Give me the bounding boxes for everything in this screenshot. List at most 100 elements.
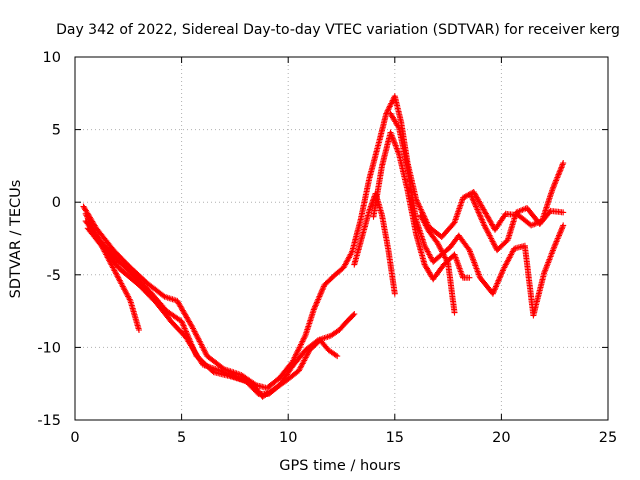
data-point (372, 216, 375, 218)
data-point (279, 377, 281, 379)
data-point (85, 220, 87, 222)
x-tick-label: 20 (492, 430, 510, 446)
data-point (530, 224, 532, 227)
data-point (368, 210, 370, 212)
data-point (360, 219, 362, 221)
data-point (353, 264, 355, 266)
data-point (353, 313, 355, 315)
data-point (95, 234, 97, 237)
data-point (549, 210, 552, 212)
data-point (291, 365, 294, 367)
data-point (562, 224, 564, 227)
data-point (381, 214, 383, 216)
series-track-h (417, 212, 458, 316)
data-point (266, 387, 268, 389)
data-point (406, 168, 409, 170)
data-point (513, 248, 515, 250)
y-tick-label: 10 (43, 50, 61, 66)
data-point (551, 188, 554, 190)
data-point (119, 268, 121, 270)
x-tick-label: 25 (599, 430, 617, 446)
data-point (507, 239, 509, 241)
data-markers (370, 129, 473, 283)
data-point (415, 233, 417, 235)
data-point (524, 245, 526, 247)
data-point (505, 213, 507, 215)
data-point (436, 242, 439, 244)
data-point (496, 249, 498, 251)
data-point (432, 261, 434, 263)
data-point (526, 207, 528, 209)
data-point (458, 234, 460, 237)
data-point (385, 113, 387, 115)
data-point (428, 230, 430, 232)
data-point (483, 224, 485, 227)
data-point (468, 249, 471, 251)
data-point (255, 384, 257, 386)
data-point (515, 211, 517, 213)
data-point (406, 189, 409, 192)
data-point (240, 374, 242, 376)
y-tick-label: -5 (47, 268, 61, 284)
data-point (362, 233, 364, 235)
data-point (138, 329, 140, 331)
data-point (400, 121, 402, 123)
data-point (308, 349, 311, 351)
data-point (298, 370, 300, 372)
data-point (453, 311, 456, 314)
data-point (272, 388, 274, 391)
data-point (112, 249, 114, 251)
series-track-i (468, 193, 567, 254)
data-point (191, 326, 193, 328)
data-point (351, 250, 353, 253)
chart-title: Day 342 of 2022, Sidereal Day-to-day VTE… (56, 22, 620, 38)
data-point (483, 210, 485, 212)
data-point (415, 219, 417, 221)
data-point (285, 380, 287, 382)
data-point (82, 205, 85, 208)
data-point (394, 293, 396, 295)
data-point (170, 320, 172, 322)
data-point (479, 277, 481, 279)
data-point (377, 146, 379, 148)
data-point (323, 284, 326, 286)
data-point (441, 236, 443, 238)
data-point (419, 214, 421, 216)
data-point (155, 301, 157, 303)
data-point (389, 131, 392, 134)
data-point (389, 113, 392, 115)
data-point (262, 396, 264, 398)
data-point (236, 377, 238, 379)
data-point (381, 165, 383, 167)
y-axis-label: SDTVAR / TECUs (8, 180, 24, 299)
data-point (202, 364, 204, 366)
data-point (502, 268, 505, 270)
data-point (330, 335, 332, 337)
data-point (304, 349, 306, 351)
data-point (151, 293, 153, 295)
data-point (449, 246, 451, 248)
data-point (462, 277, 464, 279)
data-point (453, 221, 456, 224)
data-point (432, 278, 434, 280)
data-point (206, 355, 208, 357)
data-point (554, 245, 556, 247)
data-point (473, 191, 475, 193)
series-track-f (370, 129, 473, 283)
data-point (304, 335, 306, 337)
data-point (447, 262, 449, 264)
data-point (119, 280, 121, 282)
data-point (319, 339, 321, 341)
data-point (424, 245, 426, 247)
data-point (387, 249, 390, 251)
data-markers (387, 110, 567, 319)
x-tick-label: 5 (177, 430, 186, 446)
data-point (85, 213, 87, 215)
y-tick-label: -10 (37, 340, 61, 356)
data-point (134, 275, 136, 277)
y-tick-label: 0 (52, 195, 61, 211)
data-point (398, 153, 400, 155)
series-track-c (84, 225, 341, 400)
data-point (415, 198, 417, 200)
